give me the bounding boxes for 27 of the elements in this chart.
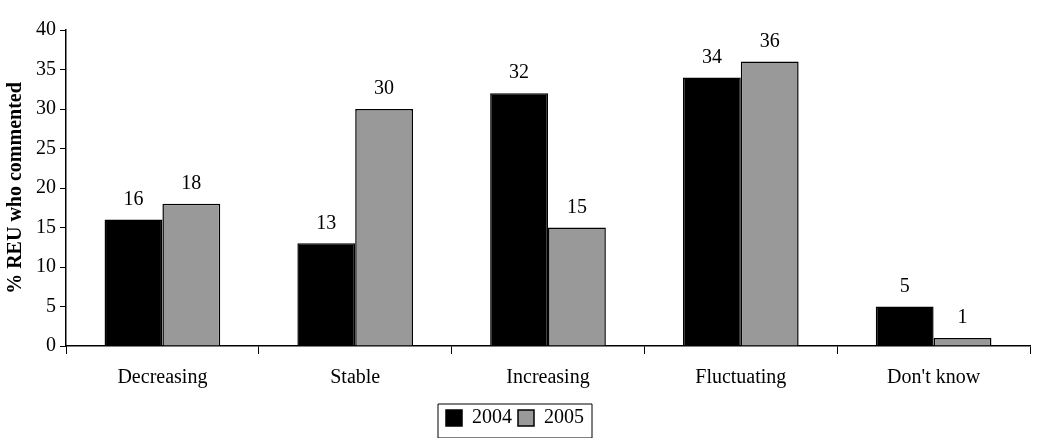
x-tick-label: Increasing [506,365,590,389]
data-label: 16 [123,186,144,209]
data-label: 18 [181,171,202,194]
x-tick-label: Stable [330,365,381,388]
y-tick-label: 40 [36,17,56,40]
y-tick-label: 0 [46,333,56,356]
y-tick-label: 30 [36,96,56,119]
data-label: 30 [374,76,395,99]
data-label: 5 [899,273,910,296]
legend-label: 2005 [544,405,584,428]
y-tick-label: 25 [36,135,56,158]
data-label: 15 [566,194,587,217]
data-label: 34 [701,44,722,67]
data-label: 36 [759,28,780,51]
y-tick-label: 20 [36,175,56,198]
legend-label: 2004 [472,405,512,428]
x-tick-label: Don't know [887,365,981,388]
y-axis-title: % REU who commented [3,82,26,294]
y-tick-label: 15 [36,214,56,237]
data-label: 32 [509,60,530,83]
x-tick-label: Decreasing [117,365,208,389]
y-tick-label: 5 [46,293,56,316]
y-tick-label: 35 [36,56,56,79]
data-label: 1 [957,305,968,328]
y-tick-label: 10 [36,254,56,277]
data-label: 13 [316,210,337,233]
x-tick-label: Fluctuating [695,365,787,389]
